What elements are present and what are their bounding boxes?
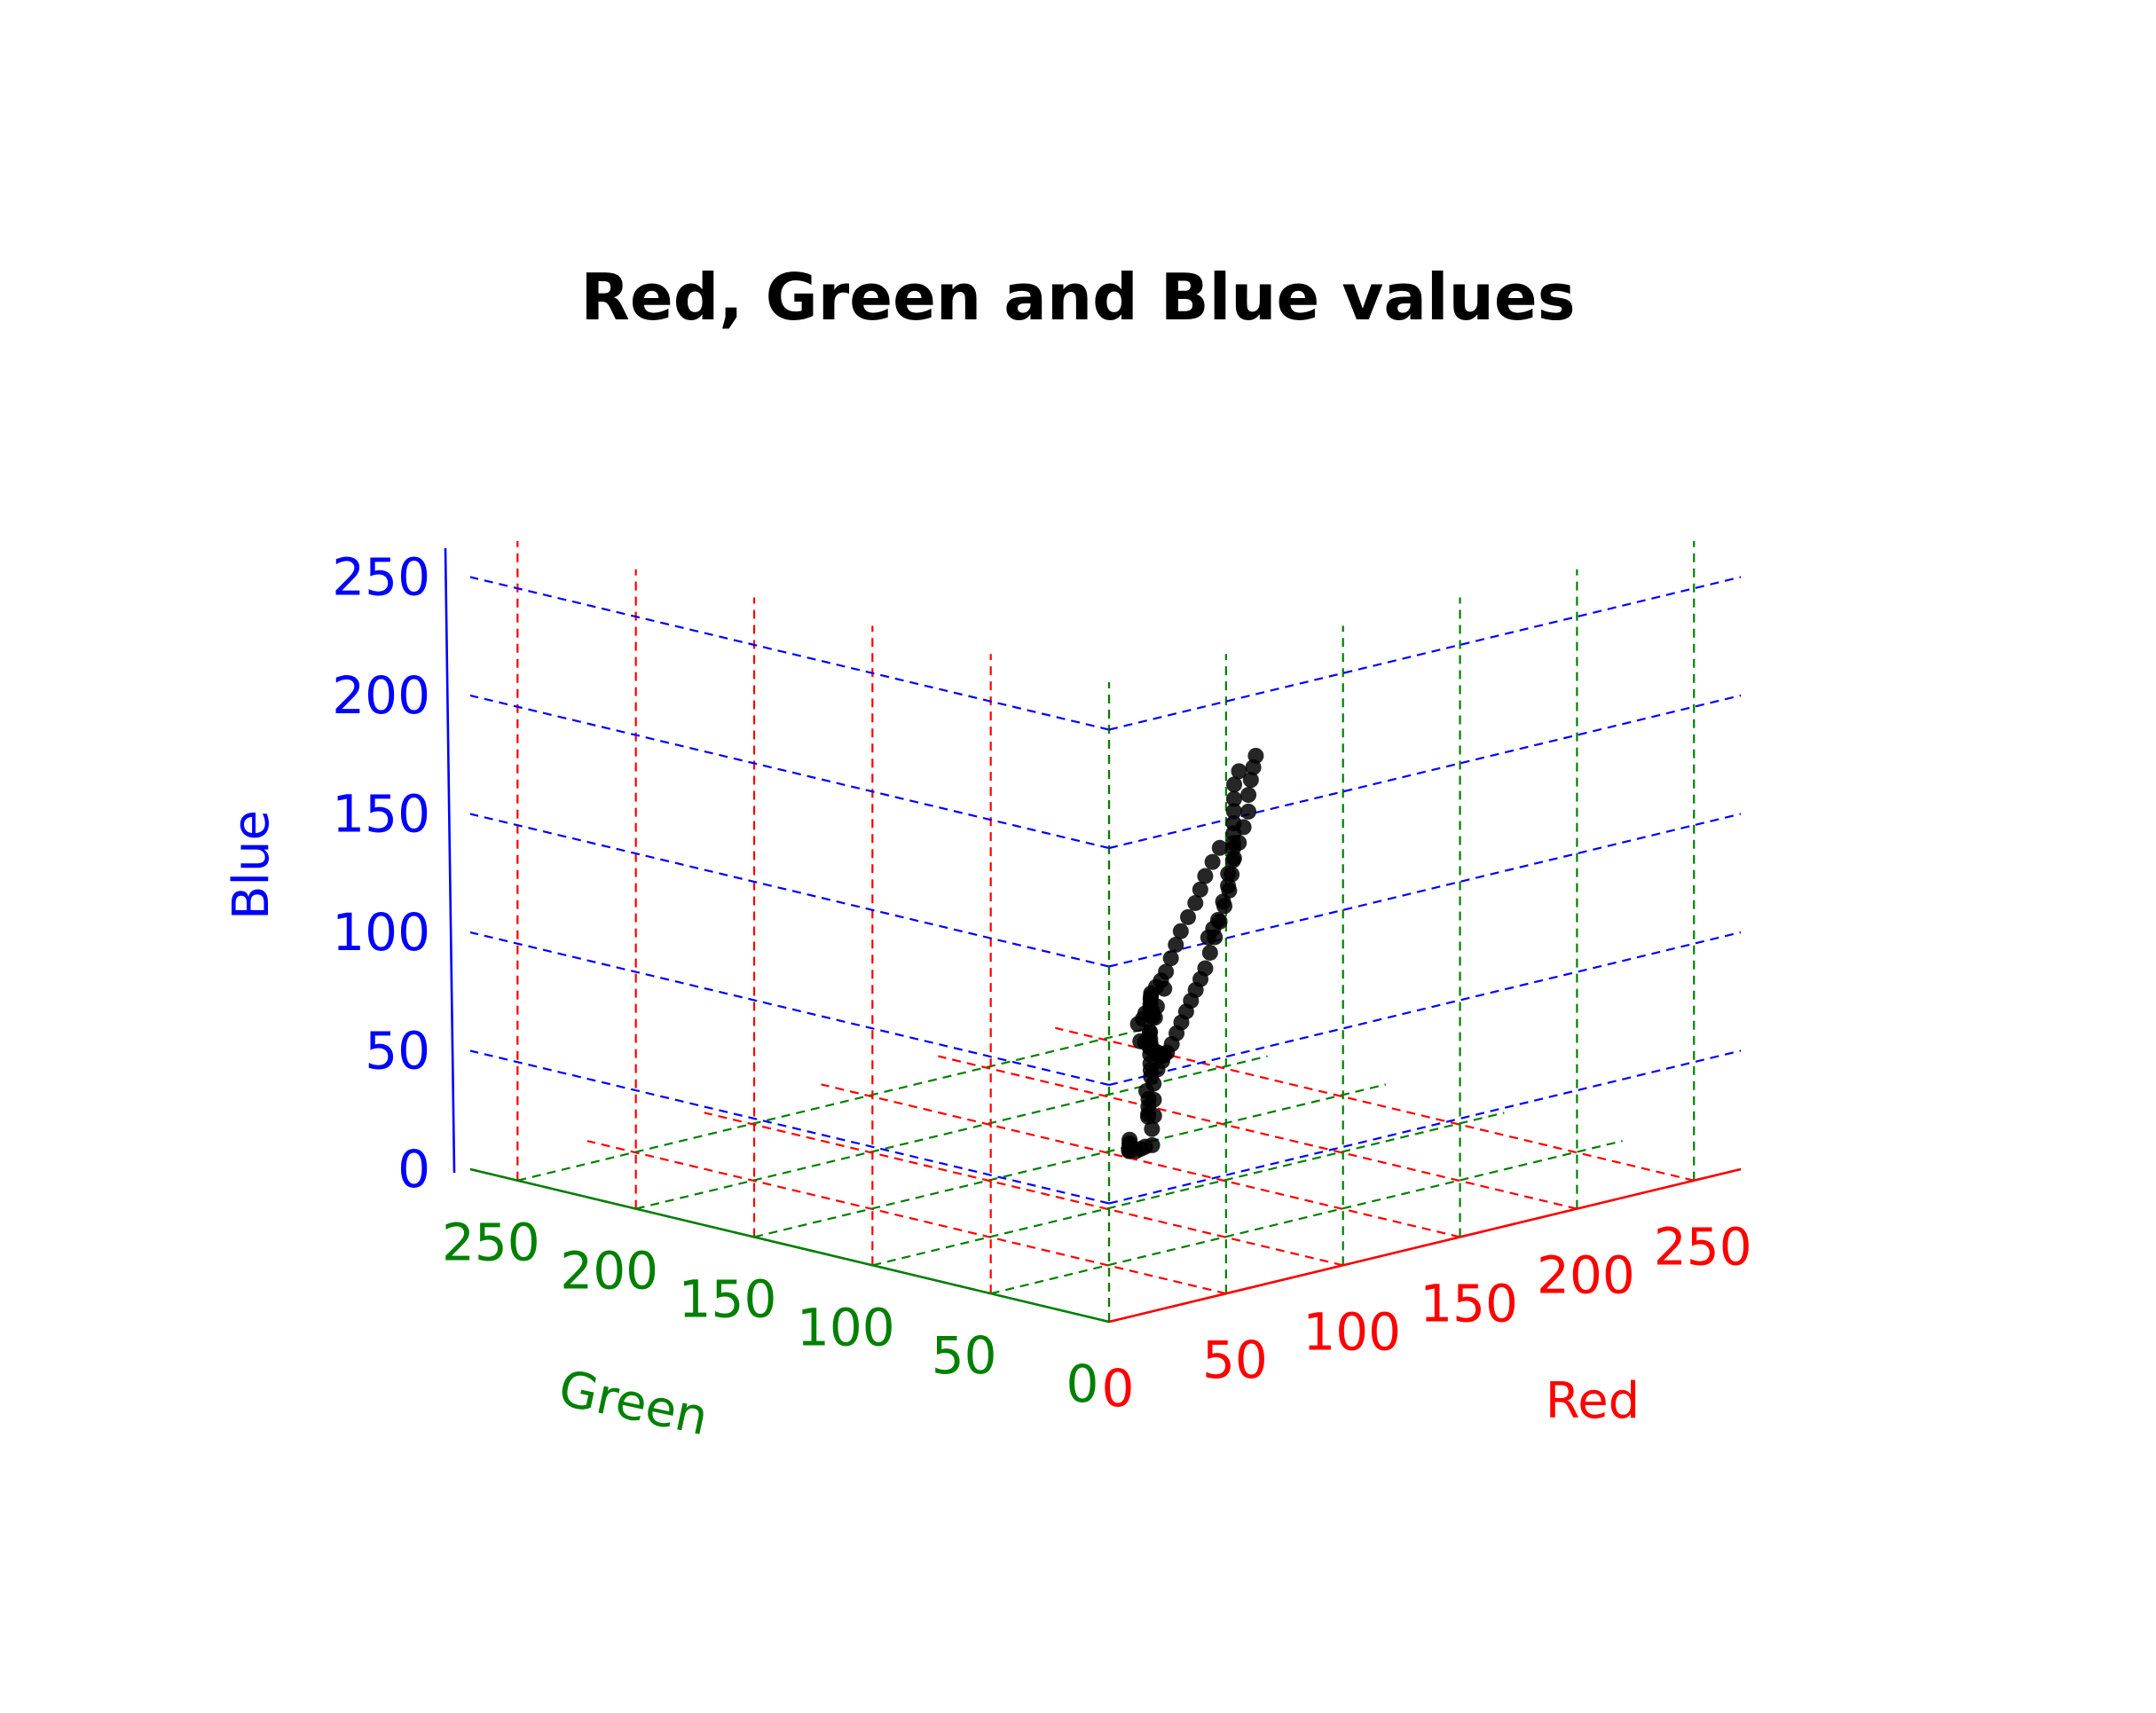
right-wall-blue-250 bbox=[1108, 576, 1742, 731]
data-point bbox=[1224, 852, 1241, 868]
data-point bbox=[1220, 865, 1237, 882]
left-wall-blue-50 bbox=[469, 1049, 1110, 1205]
floor-grid-red-200 bbox=[938, 1055, 1578, 1210]
green-tick-label: 50 bbox=[932, 1325, 997, 1386]
data-point bbox=[1215, 893, 1231, 910]
red-axis-line bbox=[1108, 1167, 1742, 1324]
right-wall-blue-100 bbox=[1108, 931, 1742, 1087]
data-point bbox=[1129, 1016, 1146, 1033]
axis-layer bbox=[444, 547, 1742, 1324]
data-point bbox=[1224, 840, 1241, 857]
blue-axis-label: Blue bbox=[223, 810, 280, 920]
red-tick-label: 250 bbox=[1654, 1217, 1752, 1277]
data-point bbox=[1225, 790, 1242, 807]
data-point bbox=[1162, 950, 1179, 967]
red-tick-label: 0 bbox=[1102, 1358, 1135, 1418]
data-point bbox=[1172, 923, 1189, 939]
right-wall-blue-50 bbox=[1108, 1049, 1742, 1205]
red-tick-label: 50 bbox=[1202, 1330, 1268, 1390]
data-point bbox=[1187, 894, 1204, 911]
blue-tick-label: 0 bbox=[397, 1139, 430, 1199]
data-point bbox=[1226, 776, 1243, 793]
green-tick-label: 150 bbox=[679, 1269, 777, 1329]
red-tick-label: 200 bbox=[1537, 1245, 1635, 1306]
floor-grid-green-50 bbox=[990, 1140, 1623, 1295]
red-tick-label: 150 bbox=[1420, 1273, 1518, 1333]
data-point bbox=[1200, 929, 1216, 946]
data-point bbox=[1220, 877, 1237, 894]
floor-grid-green-250 bbox=[517, 1026, 1150, 1182]
green-tick-label: 0 bbox=[1066, 1354, 1099, 1414]
data-point bbox=[1201, 944, 1218, 961]
floor-grid-red-50 bbox=[586, 1140, 1227, 1295]
blue-tick-label: 250 bbox=[332, 547, 430, 608]
data-point bbox=[1245, 758, 1262, 775]
floor-grid-green-100 bbox=[872, 1112, 1505, 1267]
blue-tick-label: 50 bbox=[365, 1021, 430, 1081]
data-point bbox=[1139, 1108, 1156, 1125]
green-tick-label: 250 bbox=[442, 1213, 540, 1273]
data-point bbox=[1240, 787, 1257, 804]
data-point bbox=[1240, 803, 1257, 820]
green-tick-label: 100 bbox=[797, 1297, 895, 1357]
data-point bbox=[1197, 868, 1214, 884]
data-point bbox=[1132, 1033, 1149, 1049]
green-tick-label: 200 bbox=[560, 1241, 658, 1301]
red-tick-label: 100 bbox=[1302, 1301, 1401, 1362]
floor-grid-green-200 bbox=[635, 1055, 1268, 1210]
data-point bbox=[1180, 908, 1197, 925]
data-point bbox=[1192, 881, 1208, 898]
floor-grid-green-150 bbox=[753, 1083, 1387, 1238]
blue-tick-label: 150 bbox=[332, 784, 430, 845]
points-layer bbox=[1121, 747, 1264, 1159]
data-point bbox=[1144, 1120, 1161, 1137]
left-wall-blue-150 bbox=[469, 813, 1110, 968]
data-point bbox=[1146, 1010, 1163, 1026]
data-point bbox=[1231, 763, 1247, 780]
left-wall-blue-250 bbox=[469, 576, 1110, 731]
floor-grid-red-100 bbox=[704, 1112, 1343, 1267]
data-point bbox=[1204, 853, 1221, 870]
data-point bbox=[1242, 772, 1259, 789]
blue-tick-label: 200 bbox=[332, 665, 430, 726]
green-axis-label: Green bbox=[554, 1359, 712, 1447]
left-wall-blue-200 bbox=[469, 694, 1110, 850]
label-layer: 0005050501001001001501501502002002002502… bbox=[223, 547, 1752, 1448]
data-point bbox=[1144, 1136, 1161, 1153]
blue-axis-line bbox=[444, 547, 456, 1174]
green-axis-line bbox=[469, 1167, 1110, 1324]
left-wall-blue-100 bbox=[469, 931, 1110, 1087]
floor-grid-red-150 bbox=[821, 1083, 1460, 1238]
grid-layer bbox=[469, 540, 1742, 1324]
data-point bbox=[1225, 803, 1242, 820]
blue-tick-label: 100 bbox=[332, 902, 430, 963]
right-wall-blue-200 bbox=[1108, 694, 1742, 850]
red-axis-label: Red bbox=[1546, 1372, 1640, 1430]
data-point bbox=[1168, 936, 1184, 953]
data-point bbox=[1156, 980, 1173, 997]
data-point bbox=[1211, 839, 1228, 856]
chart-title: Red, Green and Blue values bbox=[580, 260, 1575, 334]
